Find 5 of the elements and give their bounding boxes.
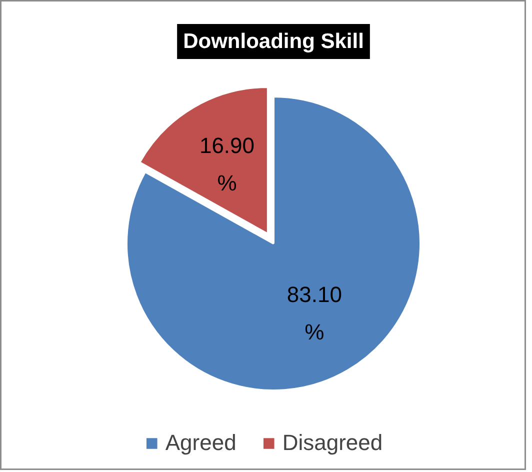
legend-label: Agreed: [165, 430, 236, 456]
data-label: 83.10 %: [286, 282, 342, 344]
data-label: 16.90 %: [199, 133, 255, 196]
legend-label: Disagreed: [282, 430, 383, 456]
chart-title: Downloading Skill: [183, 30, 364, 53]
